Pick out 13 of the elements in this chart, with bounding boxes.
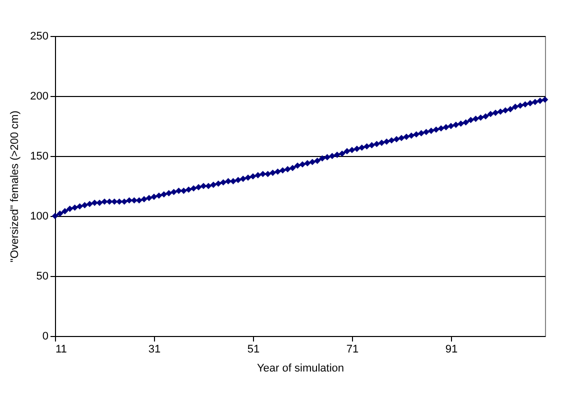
y-tick-label: 250 [30,30,48,42]
y-tick-label: 200 [30,90,48,102]
x-axis-title: Year of simulation [256,362,344,374]
y-axis-title: "Oversized" females (>200 cm) [9,110,22,262]
y-tick-label: 150 [30,150,48,162]
x-tick-label: 51 [247,344,260,356]
x-tick-label: 31 [148,344,161,356]
y-tick-label: 50 [36,270,48,282]
y-tick-label: 0 [42,330,48,342]
y-tick-label: 100 [30,210,48,222]
x-tick-label: 71 [346,344,359,356]
x-tick-label: 11 [56,344,67,356]
x-tick-label: 91 [445,344,458,356]
